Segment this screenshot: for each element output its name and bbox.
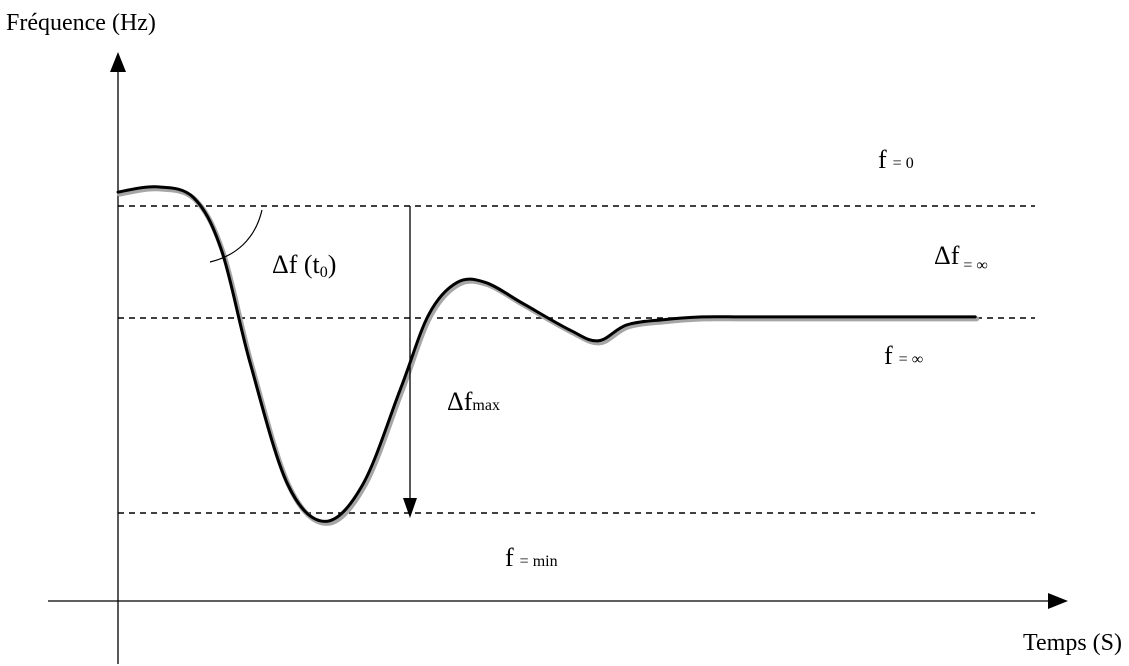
delta-f-t0-label: Δf (t0) <box>272 250 336 281</box>
delta-f-max-label: Δfmax <box>447 387 500 416</box>
x-axis-arrowhead <box>1048 593 1068 609</box>
delta-f-inf-label: Δf = ∞ <box>934 241 988 274</box>
fmin-label: f = min <box>505 543 558 572</box>
y-axis-arrowhead <box>110 52 126 72</box>
y-axis-label: Fréquence (Hz) <box>6 10 156 36</box>
delta-f-max-arrowhead <box>403 498 417 518</box>
finf-label: f = ∞ <box>884 341 923 370</box>
delta-f-t0-arc <box>209 209 263 263</box>
frequency-curve <box>116 185 977 523</box>
x-axis-label: Temps (S) <box>1023 630 1122 656</box>
f0-label: f = 0 <box>878 145 914 174</box>
